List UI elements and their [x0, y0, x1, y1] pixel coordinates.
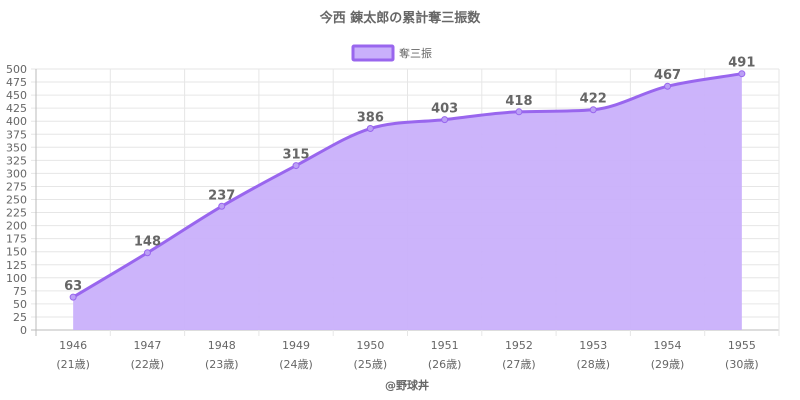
data-label: 422 [580, 92, 607, 107]
data-label: 63 [64, 279, 82, 294]
y-tick-label: 325 [6, 154, 27, 167]
y-tick-label: 25 [13, 311, 27, 324]
data-point [441, 116, 449, 124]
y-tick-label: 500 [6, 63, 27, 76]
x-tick-label: 1950 [356, 339, 384, 352]
data-point [589, 106, 597, 114]
x-tick-label: 1949 [282, 339, 310, 352]
data-label: 491 [728, 56, 755, 71]
y-tick-label: 250 [6, 194, 27, 207]
x-tick-label: 1948 [208, 339, 236, 352]
x-tick-label: 1954 [654, 339, 682, 352]
y-tick-label: 425 [6, 102, 27, 115]
y-tick-label: 475 [6, 76, 27, 89]
legend-swatch [351, 44, 395, 62]
data-point [366, 125, 374, 133]
y-tick-label: 200 [6, 220, 27, 233]
axes: 0255075100125150175200225250275300325350… [6, 63, 759, 371]
data-labels: 63 148 237 315 386 403 418 422 467 491 [64, 56, 755, 294]
legend-label: 奪三振 [399, 46, 432, 60]
y-tick-label: 150 [6, 246, 27, 259]
y-tick-label: 400 [6, 115, 27, 128]
data-label: 418 [505, 94, 532, 109]
data-point [143, 249, 151, 257]
y-tick-label: 375 [6, 128, 27, 141]
data-point [218, 202, 226, 210]
x-tick-sublabel: (23歳) [205, 358, 239, 371]
y-tick-label: 300 [6, 167, 27, 180]
x-tick-sublabel: (30歳) [725, 358, 759, 371]
x-tick-sublabel: (25歳) [354, 358, 388, 371]
y-tick-label: 50 [13, 298, 27, 311]
x-tick-sublabel: (26歳) [428, 358, 462, 371]
x-tick-label: 1953 [579, 339, 607, 352]
data-label: 148 [134, 235, 161, 250]
data-label: 237 [208, 188, 235, 203]
series-strikeouts [69, 70, 746, 330]
y-tick-label: 100 [6, 272, 27, 285]
x-tick-label: 1947 [133, 339, 161, 352]
y-tick-label: 225 [6, 207, 27, 220]
data-label: 386 [357, 111, 384, 126]
x-tick-label: 1955 [728, 339, 756, 352]
y-tick-label: 75 [13, 285, 27, 298]
data-point [515, 108, 523, 116]
legend[interactable]: 奪三振 [351, 44, 432, 62]
y-tick-label: 275 [6, 180, 27, 193]
x-tick-label: 1951 [431, 339, 459, 352]
data-label: 403 [431, 102, 458, 117]
y-tick-label: 175 [6, 233, 27, 246]
data-point [664, 82, 672, 90]
y-tick-label: 0 [20, 324, 27, 337]
x-tick-label: 1952 [505, 339, 533, 352]
data-point [292, 162, 300, 170]
x-tick-sublabel: (27歳) [502, 358, 536, 371]
x-tick-label: 1946 [59, 339, 87, 352]
x-tick-sublabel: (29歳) [651, 358, 685, 371]
data-label: 315 [282, 148, 309, 163]
data-label: 467 [654, 68, 681, 83]
y-tick-label: 350 [6, 141, 27, 154]
y-tick-label: 450 [6, 89, 27, 102]
x-tick-sublabel: (21歳) [56, 358, 90, 371]
credit-text: @野球丼 [385, 378, 429, 392]
y-tick-label: 125 [6, 259, 27, 272]
series-line [72, 72, 743, 299]
data-point [738, 70, 746, 78]
x-tick-sublabel: (22歳) [131, 358, 165, 371]
x-tick-sublabel: (24歳) [279, 358, 313, 371]
chart-title: 今西 錬太郎の累計奪三振数 [319, 10, 482, 26]
data-point [69, 293, 77, 301]
x-tick-sublabel: (28歳) [576, 358, 610, 371]
area-fill [73, 73, 742, 330]
